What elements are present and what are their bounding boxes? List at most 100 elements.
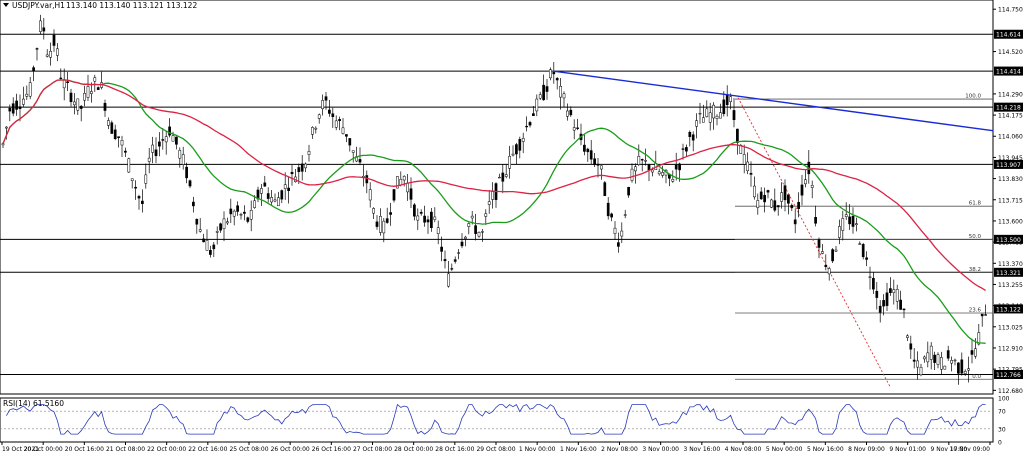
candle-body <box>453 259 457 262</box>
candle-body <box>722 99 726 115</box>
candle-body <box>657 171 661 175</box>
candle-body <box>297 167 301 173</box>
candle-body <box>957 362 960 374</box>
y-tick-label: 113.715 <box>998 197 1023 204</box>
fib-level-label: 61.8 <box>969 201 982 207</box>
candle-body <box>545 86 549 92</box>
candle-body <box>49 50 52 58</box>
candle-body <box>800 184 804 196</box>
candle-body <box>640 159 644 161</box>
candle-body <box>603 182 607 197</box>
candle-body <box>93 77 97 82</box>
candle-body <box>865 257 868 260</box>
candle-body <box>124 150 127 153</box>
candle-body <box>416 215 420 221</box>
candle-body <box>171 135 175 142</box>
candle-body <box>185 166 188 179</box>
candle-body <box>838 226 841 238</box>
dropdown-triangle-icon[interactable] <box>3 3 9 7</box>
trendlines <box>552 70 994 132</box>
candle-body <box>620 230 624 237</box>
candle-body <box>702 117 705 123</box>
x-tick-label: 25 Oct 08:00 <box>229 446 268 452</box>
candle-body <box>525 125 528 128</box>
price-label: 113.321 <box>996 270 1021 277</box>
price-label-box <box>994 66 1023 76</box>
y-tick-label: 112.680 <box>998 388 1023 395</box>
candle-body <box>732 110 736 121</box>
x-tick-label: 3 Nov 16:00 <box>684 446 721 452</box>
candle-body <box>399 178 403 186</box>
candle-body <box>787 194 790 204</box>
candle-body <box>759 191 763 200</box>
candle-body <box>11 103 15 114</box>
candle-body <box>317 114 321 119</box>
candle-body <box>198 229 202 232</box>
candle-body <box>62 79 66 89</box>
candle-body <box>413 204 416 217</box>
candle-body <box>392 189 396 201</box>
fib-level-label: 50.0 <box>969 234 982 240</box>
fib-diagonal <box>737 97 891 387</box>
candle-body <box>559 86 562 98</box>
candle-body <box>59 77 63 80</box>
candle-body <box>705 108 709 117</box>
y-tick-label: 113.025 <box>998 324 1023 331</box>
x-tick-label: 9 Nov 17:00 <box>931 446 968 452</box>
candle-body <box>776 205 780 208</box>
candle-body <box>311 127 314 135</box>
y-tick-label: 114.060 <box>998 134 1023 141</box>
candle-body <box>841 218 845 231</box>
candle-body <box>967 368 970 371</box>
candle-body <box>32 67 35 72</box>
chart-symbol-title: USDJPY.var,H1 <box>12 1 65 10</box>
candle-body <box>402 176 406 181</box>
candle-body <box>113 129 117 140</box>
candle-body <box>644 160 647 162</box>
candle-body <box>725 94 729 105</box>
candle-body <box>912 359 916 362</box>
y-tick-label: 113.255 <box>998 282 1023 289</box>
candle-body <box>909 343 913 350</box>
candle-body <box>90 91 93 94</box>
candle-body <box>678 163 681 171</box>
candle-body <box>178 150 182 159</box>
candle-body <box>589 150 593 160</box>
candle-body <box>345 134 348 137</box>
candle-body <box>8 107 12 112</box>
x-tick-label: 19 Oct 2021 <box>2 446 39 452</box>
candle-body <box>35 48 39 50</box>
candle-body <box>300 163 304 172</box>
candle-body <box>243 211 246 214</box>
candle-body <box>161 139 165 141</box>
candle-body <box>137 196 141 199</box>
candle-body <box>474 225 477 234</box>
candle-body <box>436 227 440 234</box>
x-tick-label: 4 Nov 08:00 <box>725 446 762 452</box>
candle-body <box>923 356 926 360</box>
candle-body <box>277 197 280 207</box>
candle-body <box>844 214 848 217</box>
candle-body <box>86 86 90 98</box>
candle-body <box>385 218 389 223</box>
candle-body <box>447 273 450 287</box>
candle-body <box>984 314 987 316</box>
candle-body <box>651 169 654 173</box>
candle-body <box>498 176 501 179</box>
candle-body <box>430 211 433 229</box>
price-label: 113.500 <box>996 237 1021 244</box>
candle-body <box>15 100 18 110</box>
candle-body <box>970 350 974 355</box>
candle-body <box>827 268 831 275</box>
candle-body <box>528 122 532 126</box>
candle-body <box>212 244 216 250</box>
x-tick-label: 8 Nov 09:00 <box>848 446 885 452</box>
candle-body <box>280 190 284 200</box>
candle-body <box>817 239 821 248</box>
candle-body <box>372 208 375 214</box>
candle-body <box>107 120 110 126</box>
candle-body <box>130 178 134 181</box>
candle-body <box>226 221 229 224</box>
candle-body <box>249 210 253 220</box>
